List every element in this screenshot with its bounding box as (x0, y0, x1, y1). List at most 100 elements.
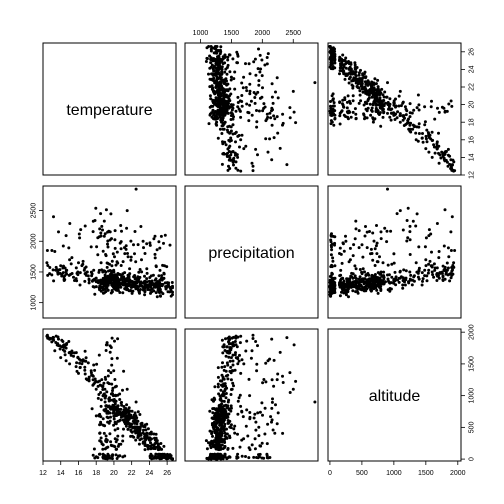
data-point (240, 94, 244, 97)
data-point (364, 274, 368, 277)
data-point (376, 277, 380, 281)
data-point (333, 47, 336, 51)
data-point (91, 453, 95, 457)
data-point (351, 72, 355, 76)
data-point (449, 249, 453, 252)
data-point (258, 53, 262, 57)
data-point (394, 104, 398, 108)
data-point (237, 359, 241, 363)
data-point (144, 428, 148, 432)
data-point (368, 102, 372, 106)
data-point (332, 101, 336, 105)
data-point (125, 387, 129, 391)
data-point (274, 90, 277, 94)
data-point (83, 224, 87, 228)
data-point (366, 99, 370, 103)
data-point (398, 209, 402, 213)
data-point (408, 270, 412, 274)
data-point (281, 123, 284, 127)
data-point (167, 281, 171, 285)
data-point (130, 409, 134, 413)
tick-label: 2000 (255, 30, 271, 37)
data-point (148, 436, 152, 440)
data-point (98, 431, 102, 435)
data-point (358, 268, 362, 271)
data-point (426, 131, 430, 135)
data-point (227, 355, 231, 359)
data-point (449, 230, 453, 234)
data-point (338, 284, 342, 288)
data-point (212, 51, 216, 55)
data-point (106, 245, 110, 249)
data-point (369, 289, 373, 293)
data-point (281, 374, 284, 378)
data-point (245, 102, 249, 106)
data-point (437, 276, 441, 280)
panel-frame (327, 185, 462, 319)
data-point (248, 411, 252, 414)
tick-label: 1000 (31, 295, 38, 311)
data-point (150, 279, 154, 283)
data-point (415, 106, 419, 110)
tick-label: 1500 (418, 470, 434, 477)
data-point (350, 271, 354, 275)
data-point (113, 428, 117, 432)
data-point (171, 293, 174, 297)
data-point (338, 294, 342, 298)
panel-frame (327, 42, 462, 176)
data-point (215, 447, 219, 451)
data-point (416, 139, 420, 143)
data-point (353, 107, 357, 111)
data-point (162, 271, 166, 275)
data-point (236, 432, 239, 436)
data-point (384, 101, 387, 105)
data-point (439, 156, 443, 160)
data-point (265, 56, 269, 59)
data-point (101, 291, 105, 295)
data-point (221, 427, 225, 431)
tick-label: 26 (469, 48, 476, 56)
data-point (213, 81, 217, 85)
data-point (427, 150, 431, 154)
data-point (269, 116, 273, 120)
data-point (245, 89, 249, 93)
data-point (118, 418, 122, 422)
data-point (381, 93, 385, 97)
data-point (93, 292, 97, 296)
data-point (285, 163, 289, 167)
data-point (382, 275, 386, 279)
data-point (123, 454, 127, 458)
data-point (148, 432, 152, 436)
data-point (227, 158, 231, 162)
data-point (365, 230, 369, 234)
data-point (228, 347, 232, 351)
data-point (145, 280, 149, 284)
data-point (281, 431, 285, 435)
data-point (329, 62, 333, 66)
data-point (369, 91, 373, 95)
data-point (383, 90, 387, 94)
data-point (87, 278, 91, 282)
data-point (424, 264, 428, 268)
data-point (133, 421, 137, 425)
data-point (236, 452, 240, 456)
data-point (133, 230, 137, 233)
data-point (328, 45, 332, 48)
data-point (116, 337, 120, 341)
data-point (110, 454, 114, 458)
data-point (211, 434, 214, 438)
data-point (112, 399, 116, 403)
data-point (329, 265, 333, 269)
data-point (115, 288, 119, 292)
data-point (224, 337, 227, 341)
data-point (347, 260, 351, 264)
data-point (347, 81, 351, 85)
data-point (165, 265, 169, 269)
data-point (63, 274, 67, 278)
data-point (329, 52, 333, 56)
data-point (229, 150, 233, 154)
data-point (48, 272, 52, 276)
data-point (291, 387, 295, 391)
data-point (155, 248, 159, 252)
data-point (265, 62, 269, 66)
